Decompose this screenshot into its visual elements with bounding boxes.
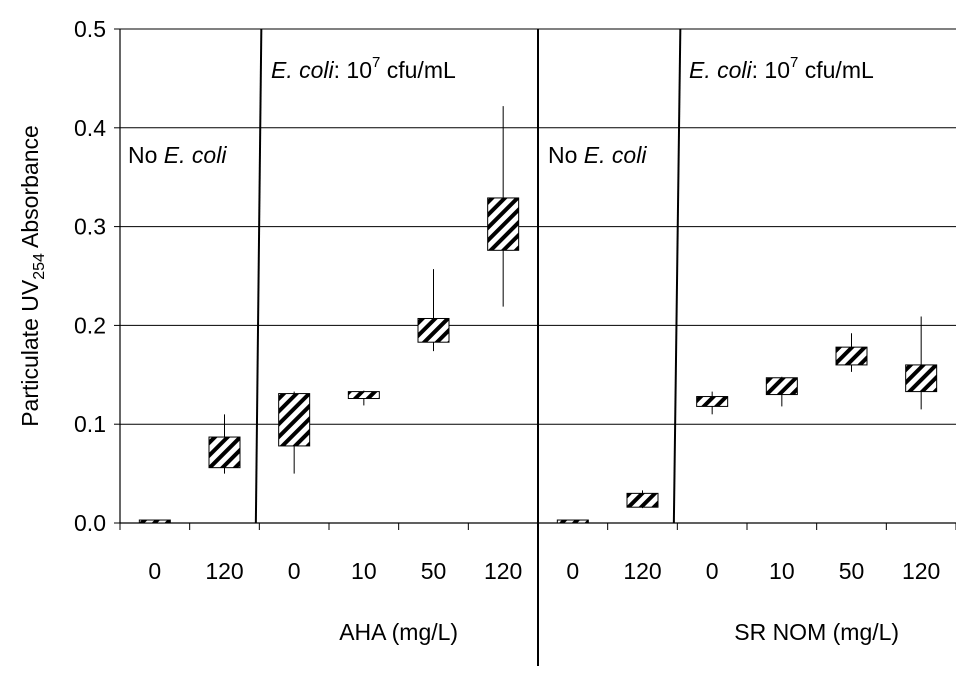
box <box>556 519 589 524</box>
x-tick-label: 50 <box>839 558 865 584</box>
plot-frame <box>114 28 956 666</box>
y-tick-label: 0.0 <box>74 510 106 536</box>
x-tick-label: 120 <box>205 558 243 584</box>
group-label: AHA (mg/L) <box>339 619 458 645</box>
x-tick-label: 10 <box>351 558 377 584</box>
chart-text: 0.0 0.1 0.2 0.3 0.4 0.5 0 120 0 10 50 120 0 120 0 10 50 1… <box>17 16 940 645</box>
box-series <box>138 106 938 524</box>
y-tick-label: 0.3 <box>74 214 106 240</box>
annotation-sr_no: No E. coli <box>548 142 647 168</box>
box <box>835 346 868 366</box>
annotation-aha_no: No E. coli <box>128 142 227 168</box>
box <box>417 317 450 343</box>
condition-divider <box>672 28 682 524</box>
box <box>278 393 311 447</box>
box <box>208 436 241 469</box>
x-tick-label: 0 <box>148 558 161 584</box>
x-tick-label: 50 <box>421 558 447 584</box>
annotation-aha_ecoli: E. coli: 107 cfu/mL <box>271 54 456 83</box>
box <box>626 492 659 508</box>
y-axis-label: Particulate UV254 Absorbance <box>17 125 48 427</box>
x-tick-label: 120 <box>623 558 661 584</box>
box <box>696 396 729 407</box>
x-tick-label: 120 <box>484 558 522 584</box>
condition-divider <box>254 28 263 524</box>
box <box>905 364 938 393</box>
group-label: SR NOM (mg/L) <box>734 619 899 645</box>
annotation-sr_ecoli: E. coli: 107 cfu/mL <box>689 54 874 83</box>
box <box>347 391 380 400</box>
y-tick-label: 0.1 <box>74 411 106 437</box>
box <box>138 519 171 524</box>
x-tick-label: 0 <box>706 558 719 584</box>
y-tick-label: 0.2 <box>74 312 106 338</box>
x-tick-label: 0 <box>566 558 579 584</box>
x-tick-label: 120 <box>902 558 940 584</box>
y-tick-label: 0.4 <box>74 115 106 141</box>
x-tick-label: 10 <box>769 558 795 584</box>
box <box>765 377 798 396</box>
x-tick-label: 0 <box>288 558 301 584</box>
box <box>487 197 520 251</box>
y-tick-label: 0.5 <box>74 16 106 42</box>
